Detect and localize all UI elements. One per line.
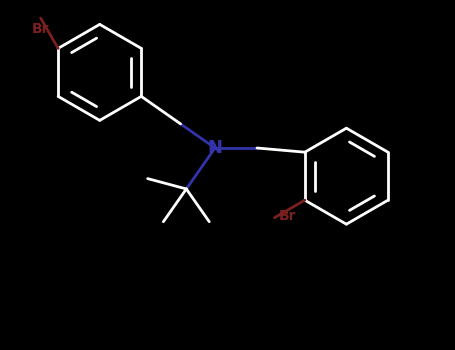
Text: Br: Br xyxy=(32,22,50,36)
Text: N: N xyxy=(207,139,222,157)
Text: Br: Br xyxy=(278,209,296,223)
